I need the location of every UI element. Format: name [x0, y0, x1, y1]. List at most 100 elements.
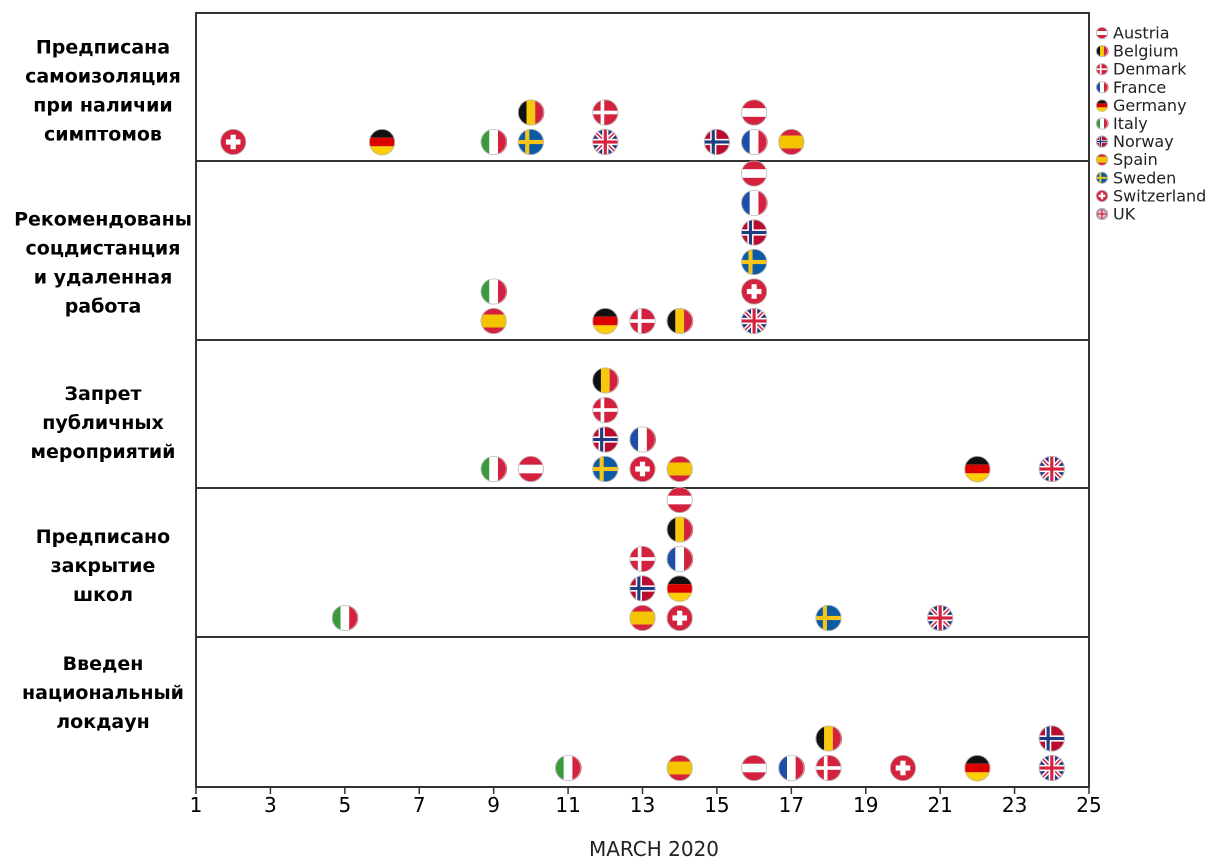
flag-point-sweden [592, 455, 619, 483]
legend-label: France [1113, 78, 1166, 97]
x-tick-label: 19 [853, 793, 878, 817]
flag-point-uk [927, 604, 954, 632]
legend-marker-switzerland [1096, 189, 1108, 202]
flag-point-france [741, 189, 768, 217]
flag-point-denmark [629, 545, 656, 573]
x-tick-label: 25 [1076, 793, 1101, 817]
row-label-line: национальный [22, 682, 184, 704]
flag-point-germany [592, 307, 619, 335]
row-label-line: Рекомендованы [14, 209, 192, 231]
flag-point-austria [517, 455, 544, 483]
flag-point-germany [369, 128, 396, 156]
legend-marker-sweden [1096, 171, 1108, 184]
flag-point-belgium [666, 516, 694, 543]
legend-marker-germany [1096, 99, 1108, 112]
x-axis-label: MARCH 2020 [589, 837, 719, 861]
flag-point-spain [480, 307, 507, 335]
x-tick-label: 11 [555, 793, 580, 817]
legend-marker-norway [1096, 135, 1108, 148]
flag-point-switzerland [889, 754, 916, 782]
flag-point-italy [480, 455, 508, 483]
flag-point-uk [741, 307, 768, 335]
flag-point-italy [480, 128, 508, 156]
legend-marker-belgium [1096, 45, 1109, 58]
legend-label: Germany [1113, 96, 1187, 115]
flag-point-austria [741, 99, 768, 126]
legend-label: Norway [1113, 132, 1174, 151]
row-label-line: и удаленная [34, 267, 173, 289]
flag-point-norway [592, 426, 619, 453]
row-label-line: локдаун [56, 711, 150, 733]
row-label-line: мероприятий [31, 441, 176, 463]
legend-label: Belgium [1113, 42, 1179, 61]
flag-point-spain [666, 455, 693, 483]
flag-point-germany [666, 575, 693, 602]
row-label-line: Запрет [65, 383, 142, 405]
flag-point-france [666, 545, 694, 573]
flag-point-germany [964, 455, 991, 483]
flag-point-france [741, 128, 768, 156]
flag-point-austria [741, 754, 768, 782]
flag-point-switzerland [629, 455, 656, 483]
row-label-line: при наличии [33, 95, 173, 117]
legend: AustriaBelgiumDenmarkFranceGermanyItalyN… [1096, 24, 1206, 224]
legend-label: Spain [1113, 150, 1158, 169]
flag-point-spain [666, 754, 693, 782]
flag-point-austria [741, 160, 768, 187]
legend-label: Switzerland [1113, 186, 1206, 205]
x-tick-label: 15 [704, 793, 729, 817]
legend-marker-spain [1096, 153, 1108, 166]
flag-point-uk [592, 128, 619, 156]
flag-point-france [629, 426, 656, 453]
row-label-line: Предписано [36, 526, 170, 548]
x-axis: 1 3 5 7 9 11 13 15 17 19 21 23 25 [190, 787, 1102, 817]
flag-point-italy [331, 604, 359, 632]
x-tick-label: 17 [779, 793, 804, 817]
flag-point-italy [480, 278, 508, 305]
flag-point-norway [741, 219, 768, 246]
flag-point-switzerland [741, 278, 768, 305]
plot-border [195, 12, 1090, 788]
row-label-line: закрытие [51, 555, 156, 577]
plot-frame [195, 12, 1090, 788]
flag-point-belgium [815, 725, 843, 752]
flag-point-belgium [517, 99, 545, 126]
legend-label: Denmark [1113, 60, 1187, 79]
flag-point-germany [964, 754, 991, 782]
x-tick-label: 13 [630, 793, 655, 817]
x-tick-label: 21 [927, 793, 952, 817]
flag-point-france [778, 754, 805, 782]
x-tick-label: 23 [1002, 793, 1027, 817]
flag-point-denmark [592, 396, 619, 424]
legend-marker-france [1096, 81, 1109, 94]
flag-point-switzerland [220, 128, 247, 156]
flag-point-switzerland [666, 604, 693, 632]
legend-marker-uk [1096, 208, 1108, 220]
row-label-line: работа [65, 296, 142, 318]
flag-point-denmark [815, 754, 842, 782]
row-label-line: публичных [42, 412, 164, 434]
x-tick-label: 3 [264, 793, 277, 817]
x-tick-label: 1 [190, 793, 203, 817]
row-label-line: самоизоляция [25, 66, 181, 88]
row-label-line: Предписана [36, 37, 170, 59]
row-label-line: симптомов [44, 124, 162, 146]
legend-label: UK [1113, 205, 1136, 224]
legend-label: Sweden [1113, 168, 1176, 187]
flag-point-sweden [815, 604, 842, 632]
flag-point-austria [666, 486, 693, 514]
flag-point-belgium [666, 307, 694, 335]
flag-point-spain [778, 128, 805, 156]
flag-point-spain [629, 604, 656, 632]
row-label-line: соцдистанция [26, 238, 181, 260]
flag-point-norway [629, 575, 656, 602]
legend-label: Austria [1113, 24, 1170, 43]
row-labels: Предписана самоизоляция при наличии симптом… [14, 37, 192, 734]
flag-point-uk [1038, 754, 1065, 782]
flag-point-denmark [629, 307, 656, 335]
flag-point-sweden [741, 248, 768, 276]
flag-point-italy [555, 754, 582, 782]
x-tick-label: 5 [338, 793, 351, 817]
legend-marker-denmark [1096, 63, 1108, 76]
